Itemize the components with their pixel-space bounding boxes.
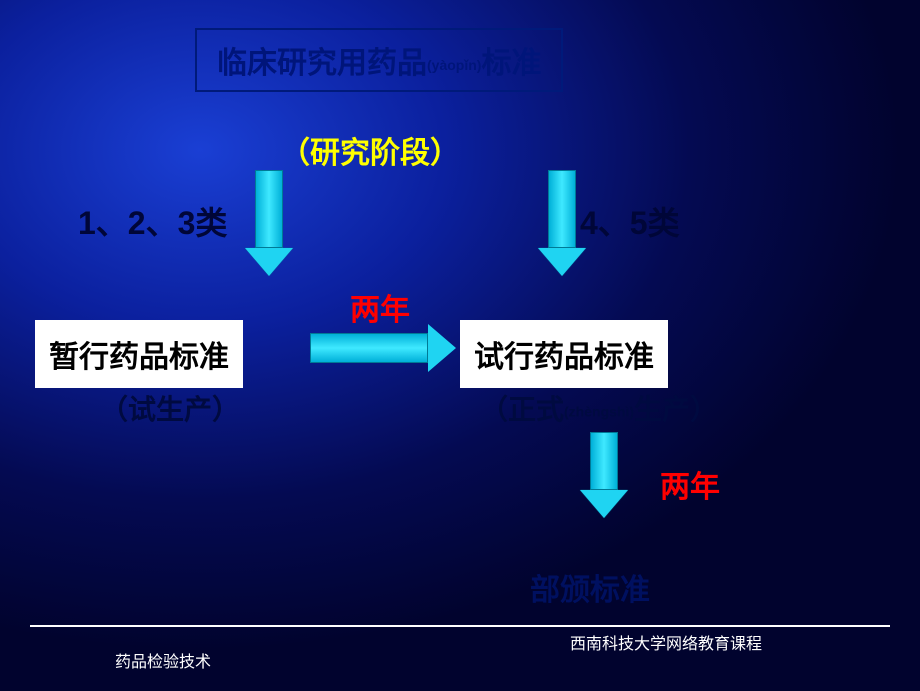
arrow-down-right: [538, 170, 586, 276]
arrow-down-final: [580, 432, 628, 518]
title-prefix: 临床研究用药品: [217, 47, 427, 80]
sub-right-label: （正式(zhèngshì)生产）: [480, 388, 718, 428]
title-pinyin: (yàopǐn): [427, 57, 481, 73]
node-provisional-standard: 暂行药品标准: [35, 320, 243, 388]
sub-left-label: （试生产）: [100, 388, 240, 428]
footer-left-text: 药品检验技术: [115, 648, 211, 672]
stage-label: （研究阶段）: [280, 128, 460, 172]
footer-right-text: 西南科技大学网络教育课程: [570, 630, 762, 654]
arrow-down-left: [245, 170, 293, 276]
final-arrow-label: 两年: [660, 462, 720, 506]
left-class-label: 1、2、3类: [78, 198, 227, 244]
slide-canvas: 临床研究用药品(yàopǐn)标准 （研究阶段） 1、2、3类 4、5类 暂行药…: [0, 0, 920, 691]
right-class-label: 4、5类: [580, 198, 680, 244]
sub-right-prefix: （正式: [480, 394, 564, 425]
sub-right-suffix: 生产）: [634, 394, 718, 425]
node-trial-standard: 试行药品标准: [460, 320, 668, 388]
sub-right-pinyin: (zhèngshì): [564, 404, 634, 420]
h-arrow-label: 两年: [350, 285, 410, 329]
title-suffix: 标准: [481, 47, 541, 80]
title-box: 临床研究用药品(yàopǐn)标准: [195, 28, 563, 92]
arrow-right-middle: [310, 324, 460, 372]
bottom-label: 部颁标准: [530, 565, 650, 609]
footer-divider: [30, 625, 890, 627]
